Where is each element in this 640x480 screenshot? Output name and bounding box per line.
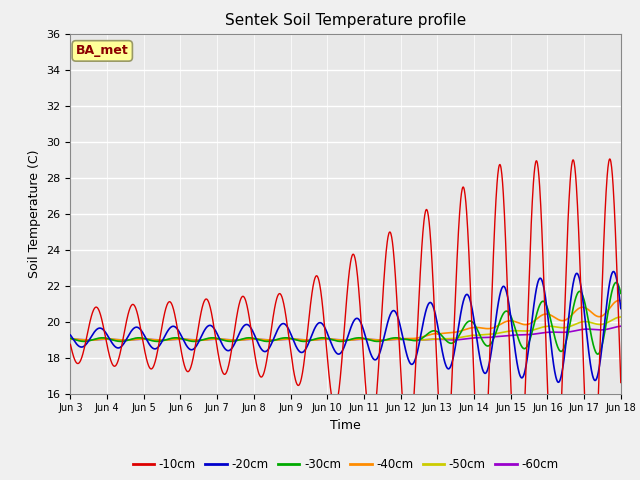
X-axis label: Time: Time (330, 419, 361, 432)
Title: Sentek Soil Temperature profile: Sentek Soil Temperature profile (225, 13, 466, 28)
Y-axis label: Soil Temperature (C): Soil Temperature (C) (28, 149, 41, 278)
Text: BA_met: BA_met (76, 44, 129, 58)
Legend: -10cm, -20cm, -30cm, -40cm, -50cm, -60cm: -10cm, -20cm, -30cm, -40cm, -50cm, -60cm (128, 454, 563, 476)
